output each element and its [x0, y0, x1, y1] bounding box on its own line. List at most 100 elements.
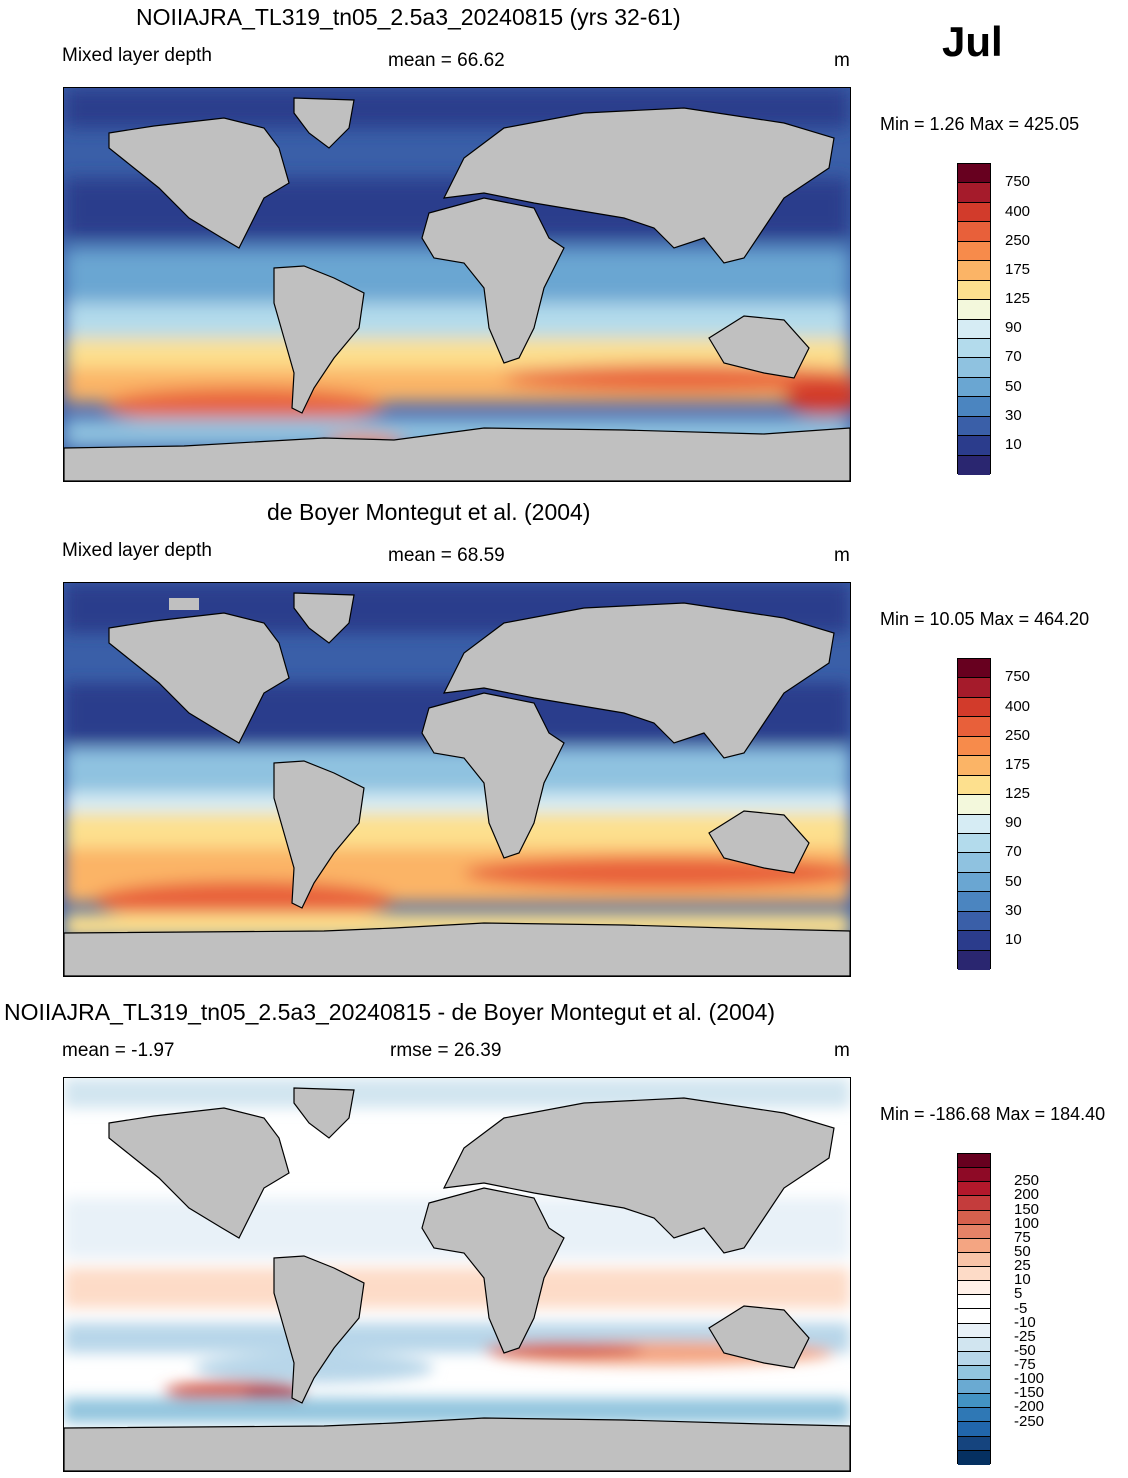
panel3-mean: mean = -1.97 [62, 1040, 175, 1061]
panel1-left-label: Mixed layer depth [62, 45, 212, 66]
colorbar-swatch [958, 1238, 990, 1253]
colorbar-tick-label: 10 [1005, 435, 1022, 453]
panel2-minmax: Min = 10.05 Max = 464.20 [880, 609, 1090, 629]
colorbar-tick-label: 5 [1014, 1285, 1023, 1303]
colorbar-tick-label: 400 [1005, 202, 1031, 220]
colorbar-swatch [958, 1295, 990, 1310]
panel1-minmax: Min = 1.26 Max = 425.05 [880, 114, 1080, 134]
colorbar-swatch [958, 1224, 990, 1239]
colorbar-tick-label: 10 [1005, 930, 1022, 948]
colorbar-swatch [958, 814, 990, 834]
panel2-colorbar [957, 658, 991, 970]
colorbar-tick-label: 25 [1014, 1257, 1031, 1275]
colorbar-swatch [958, 183, 990, 203]
month-label: Jul [942, 18, 1003, 65]
colorbar-swatch [958, 1351, 990, 1366]
colorbar-swatch [958, 1168, 990, 1183]
colorbar-swatch [958, 1365, 990, 1380]
colorbar-swatch [958, 697, 990, 718]
colorbar-swatch [958, 241, 990, 262]
colorbar-tick-label: 70 [1005, 843, 1022, 861]
panel2-map [63, 582, 851, 977]
colorbar-swatch [958, 164, 990, 184]
colorbar-tick-label: 175 [1005, 260, 1031, 278]
colorbar-tick-label: 10 [1014, 1271, 1031, 1289]
colorbar-swatch [958, 1380, 990, 1395]
colorbar-tick-label: 75 [1014, 1228, 1031, 1246]
panel1-mean: mean = 66.62 [388, 50, 505, 71]
colorbar-swatch [958, 1309, 990, 1324]
panel1-map [63, 87, 851, 482]
colorbar-tick-label: 175 [1005, 755, 1031, 773]
colorbar-swatch [958, 678, 990, 698]
colorbar-tick-label: 50 [1005, 872, 1022, 890]
panel3-colorbar [957, 1153, 991, 1465]
colorbar-swatch [958, 1267, 990, 1282]
colorbar-tick-label: 30 [1005, 406, 1022, 424]
colorbar-tick-label: -150 [1014, 1384, 1045, 1402]
colorbar-swatch [958, 931, 990, 951]
colorbar-swatch [958, 319, 990, 339]
colorbar-swatch [958, 1422, 990, 1437]
panel3-map [63, 1077, 851, 1472]
colorbar-swatch [958, 659, 990, 679]
panel2-units: m [834, 545, 850, 566]
colorbar-swatch [958, 222, 990, 242]
colorbar-tick-label: 400 [1005, 697, 1031, 715]
colorbar-swatch [958, 280, 990, 301]
colorbar-swatch [958, 1450, 990, 1465]
colorbar-tick-label: -10 [1014, 1313, 1036, 1331]
colorbar-tick-label: 250 [1005, 231, 1031, 249]
panel1-title: NOIIAJRA_TL319_tn05_2.5a3_20240815 (yrs … [136, 4, 681, 30]
colorbar-swatch [958, 358, 990, 378]
colorbar-tick-label: 90 [1005, 319, 1022, 337]
colorbar-swatch [958, 261, 990, 281]
colorbar-swatch [958, 300, 990, 320]
panel2-title: de Boyer Montegut et al. (2004) [267, 499, 591, 525]
panel2-mean: mean = 68.59 [388, 545, 505, 566]
colorbar-tick-label: 750 [1005, 668, 1031, 686]
colorbar-tick-label: -25 [1014, 1327, 1036, 1345]
colorbar-swatch [958, 377, 990, 398]
colorbar-tick-label: 50 [1005, 377, 1022, 395]
colorbar-swatch [958, 833, 990, 854]
colorbar-tick-label: -100 [1014, 1370, 1045, 1388]
panel3-minmax: Min = -186.68 Max = 184.40 [880, 1104, 1106, 1124]
colorbar-tick-label: 250 [1014, 1172, 1040, 1190]
colorbar-swatch [958, 397, 990, 417]
colorbar-swatch [958, 202, 990, 223]
colorbar-tick-label: 750 [1005, 173, 1031, 191]
colorbar-swatch [958, 1196, 990, 1211]
panel3-title: NOIIAJRA_TL319_tn05_2.5a3_20240815 - de … [4, 999, 776, 1025]
panel1-colorbar [957, 163, 991, 475]
colorbar-tick-label: 70 [1005, 348, 1022, 366]
colorbar-swatch [958, 1337, 990, 1352]
colorbar-tick-label: 50 [1014, 1242, 1031, 1260]
colorbar-swatch [958, 455, 990, 475]
colorbar-tick-label: 30 [1005, 901, 1022, 919]
colorbar-tick-label: 200 [1014, 1186, 1040, 1204]
colorbar-swatch [958, 1252, 990, 1267]
colorbar-tick-label: 150 [1014, 1200, 1040, 1218]
colorbar-swatch [958, 950, 990, 970]
colorbar-swatch [958, 892, 990, 912]
colorbar-swatch [958, 736, 990, 757]
colorbar-swatch [958, 872, 990, 893]
colorbar-swatch [958, 1210, 990, 1225]
colorbar-swatch [958, 436, 990, 456]
colorbar-swatch [958, 795, 990, 815]
colorbar-swatch [958, 1182, 990, 1197]
colorbar-swatch [958, 1323, 990, 1338]
colorbar-swatch [958, 416, 990, 437]
colorbar-tick-label: -50 [1014, 1341, 1036, 1359]
colorbar-swatch [958, 1281, 990, 1296]
colorbar-swatch [958, 1408, 990, 1423]
colorbar-swatch [958, 717, 990, 737]
colorbar-tick-label: 250 [1005, 726, 1031, 744]
colorbar-tick-label: -75 [1014, 1356, 1036, 1374]
colorbar-tick-label: -250 [1014, 1412, 1045, 1430]
panel2-left-label: Mixed layer depth [62, 540, 212, 561]
colorbar-tick-label: 100 [1014, 1214, 1040, 1232]
colorbar-swatch [958, 1154, 990, 1169]
colorbar-tick-label: 90 [1005, 814, 1022, 832]
